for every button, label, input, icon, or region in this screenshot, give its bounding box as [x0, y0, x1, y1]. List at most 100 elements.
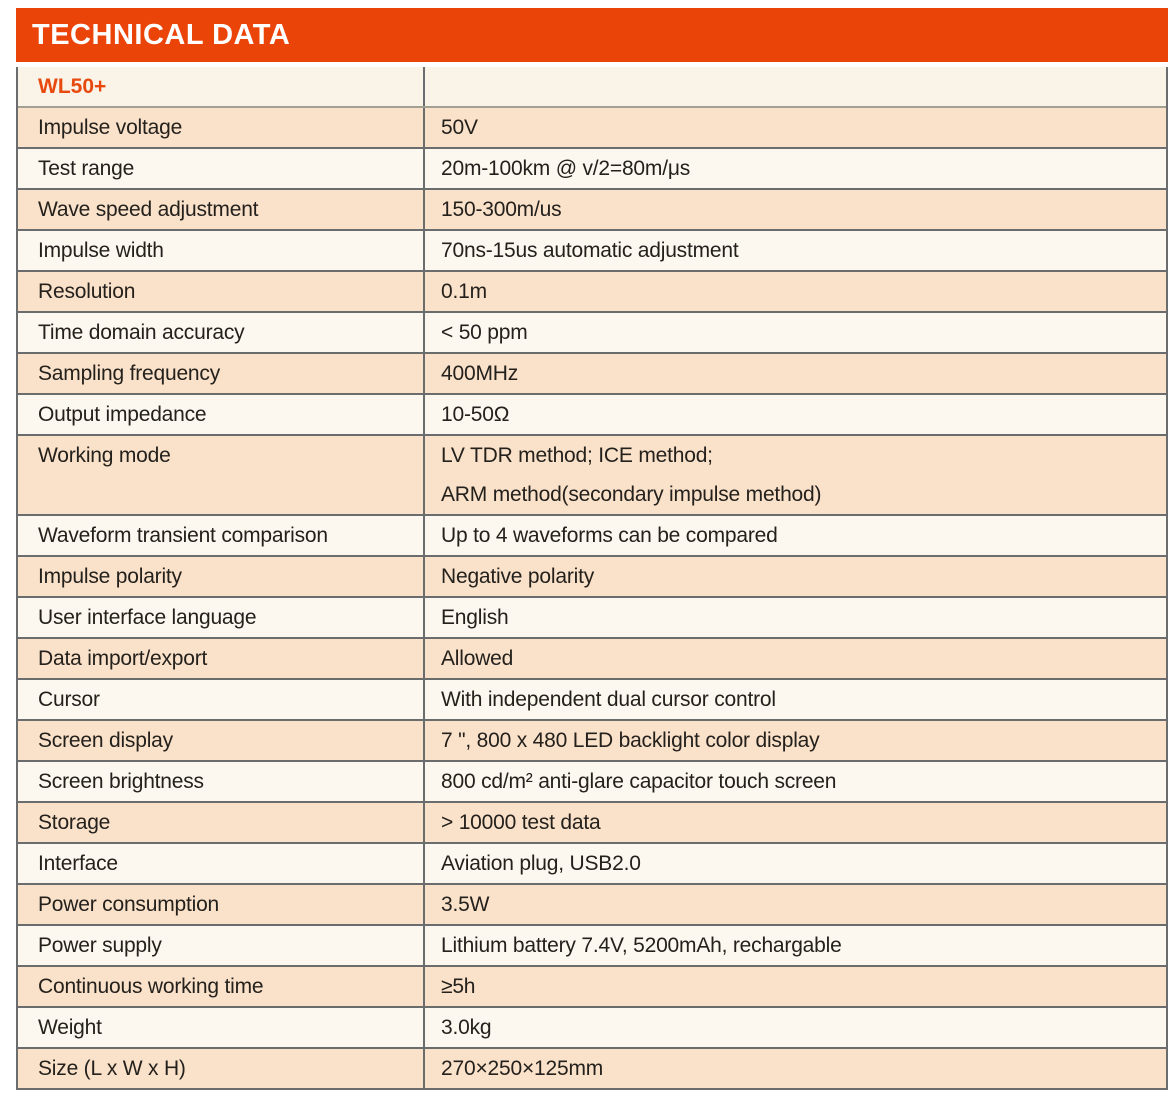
table-row: Resolution 0.1m — [18, 272, 1166, 313]
spec-label-cell: Resolution — [18, 272, 425, 311]
spec-label-cell: Size (L x W x H) — [18, 1049, 425, 1088]
page-title: TECHNICAL DATA — [32, 18, 291, 51]
spec-value-cell: 7 ", 800 x 480 LED backlight color displ… — [425, 721, 1166, 760]
spec-label-cell: Power consumption — [18, 885, 425, 924]
model-name: WL50+ — [38, 75, 107, 98]
spec-value-cell: 3.0kg — [425, 1008, 1166, 1047]
table-row: Interface Aviation plug, USB2.0 — [18, 844, 1166, 885]
spec-value-cell: 150-300m/us — [425, 190, 1166, 229]
spec-label-cell: Storage — [18, 803, 425, 842]
spec-label: Screen display — [38, 729, 173, 752]
spec-label: Resolution — [38, 280, 136, 303]
spec-value: With independent dual cursor control — [441, 688, 776, 711]
spec-value: ARM method(secondary impulse method) — [441, 483, 822, 506]
section-header: TECHNICAL DATA — [16, 8, 1168, 62]
spec-label-cell: Output impedance — [18, 395, 425, 434]
spec-value: Up to 4 waveforms can be compared — [441, 524, 778, 547]
table-row: Weight 3.0kg — [18, 1008, 1166, 1049]
spec-value: 3.0kg — [441, 1016, 492, 1039]
spec-value: Aviation plug, USB2.0 — [441, 852, 641, 875]
spec-label-cell: Wave speed adjustment — [18, 190, 425, 229]
spec-label: Sampling frequency — [38, 362, 221, 385]
spec-label: Power consumption — [38, 893, 220, 916]
table-row: Storage > 10000 test data — [18, 803, 1166, 844]
table-row: Cursor With independent dual cursor cont… — [18, 680, 1166, 721]
spec-label: Weight — [38, 1016, 102, 1039]
table-row: Impulse width 70ns-15us automatic adjust… — [18, 231, 1166, 272]
spec-value: 20m-100km @ v/2=80m/μs — [441, 157, 691, 180]
spec-value: > 10000 test data — [441, 811, 601, 834]
spec-value: ≥5h — [441, 975, 476, 998]
table-row: Size (L x W x H) 270×250×125mm — [18, 1049, 1166, 1090]
spec-label-cell: User interface language — [18, 598, 425, 637]
spec-value-cell: < 50 ppm — [425, 313, 1166, 352]
spec-label: Power supply — [38, 934, 162, 957]
spec-label: Data import/export — [38, 647, 208, 670]
spec-value-cell: LV TDR method; ICE method; ARM method(sec… — [425, 436, 1166, 514]
spec-label-cell: Working mode — [18, 436, 425, 514]
spec-label-cell: Time domain accuracy — [18, 313, 425, 352]
spec-label: Output impedance — [38, 403, 207, 426]
table-row: Screen display 7 ", 800 x 480 LED backli… — [18, 721, 1166, 762]
table-row: Power supply Lithium battery 7.4V, 5200m… — [18, 926, 1166, 967]
model-row: WL50+ — [18, 67, 1166, 108]
table-row: Wave speed adjustment 150-300m/us — [18, 190, 1166, 231]
spec-value: 50V — [441, 116, 478, 139]
spec-value: 3.5W — [441, 893, 490, 916]
spec-label: Impulse voltage — [38, 116, 183, 139]
spec-label: Impulse width — [38, 239, 164, 262]
spec-label: Size (L x W x H) — [38, 1057, 186, 1080]
spec-label: Waveform transient comparison — [38, 524, 328, 547]
spec-value-cell: Aviation plug, USB2.0 — [425, 844, 1166, 883]
spec-value: 10-50Ω — [441, 403, 510, 426]
spec-value-cell: 3.5W — [425, 885, 1166, 924]
spec-value: 150-300m/us — [441, 198, 562, 221]
table-row: Power consumption 3.5W — [18, 885, 1166, 926]
spec-label: Continuous working time — [38, 975, 264, 998]
spec-value-cell: ≥5h — [425, 967, 1166, 1006]
spec-value: Lithium battery 7.4V, 5200mAh, rechargab… — [441, 934, 842, 957]
table-row: Sampling frequency 400MHz — [18, 354, 1166, 395]
spec-value-cell: 800 cd/m² anti-glare capacitor touch scr… — [425, 762, 1166, 801]
spec-label: Working mode — [38, 444, 171, 467]
spec-value-cell: 20m-100km @ v/2=80m/μs — [425, 149, 1166, 188]
table-row: User interface language English — [18, 598, 1166, 639]
spec-value: 800 cd/m² anti-glare capacitor touch scr… — [441, 770, 837, 793]
table-row: Screen brightness 800 cd/m² anti-glare c… — [18, 762, 1166, 803]
spec-label-cell: Impulse width — [18, 231, 425, 270]
spec-value-cell: > 10000 test data — [425, 803, 1166, 842]
spec-value-cell: English — [425, 598, 1166, 637]
table-row: Test range 20m-100km @ v/2=80m/μs — [18, 149, 1166, 190]
spec-label: Impulse polarity — [38, 565, 182, 588]
spec-label-cell: Cursor — [18, 680, 425, 719]
table-row: Waveform transient comparison Up to 4 wa… — [18, 516, 1166, 557]
spec-value: LV TDR method; ICE method; — [441, 444, 713, 467]
spec-value-cell: Allowed — [425, 639, 1166, 678]
spec-value-cell: 70ns-15us automatic adjustment — [425, 231, 1166, 270]
model-label-cell: WL50+ — [18, 67, 425, 106]
spec-rows: Impulse voltage 50V Test range 20m-100km… — [18, 108, 1166, 1090]
table-row: Continuous working time ≥5h — [18, 967, 1166, 1008]
spec-label-cell: Interface — [18, 844, 425, 883]
spec-label: Interface — [38, 852, 118, 875]
spec-table: WL50+ Impulse voltage 50V Test range 20m… — [16, 67, 1168, 1090]
spec-label-cell: Continuous working time — [18, 967, 425, 1006]
spec-label: Cursor — [38, 688, 100, 711]
table-row: Impulse polarity Negative polarity — [18, 557, 1166, 598]
spec-label: User interface language — [38, 606, 257, 629]
spec-label: Test range — [38, 157, 135, 180]
spec-value-cell: 0.1m — [425, 272, 1166, 311]
spec-label-cell: Impulse voltage — [18, 108, 425, 147]
table-row: Output impedance 10-50Ω — [18, 395, 1166, 436]
spec-value: 70ns-15us automatic adjustment — [441, 239, 739, 262]
spec-label-cell: Weight — [18, 1008, 425, 1047]
spec-value-cell: With independent dual cursor control — [425, 680, 1166, 719]
spec-value-cell: Up to 4 waveforms can be compared — [425, 516, 1166, 555]
spec-value-cell: Lithium battery 7.4V, 5200mAh, rechargab… — [425, 926, 1166, 965]
spec-label-cell: Impulse polarity — [18, 557, 425, 596]
spec-label-cell: Test range — [18, 149, 425, 188]
spec-value: 0.1m — [441, 280, 487, 303]
table-row: Impulse voltage 50V — [18, 108, 1166, 149]
spec-label: Time domain accuracy — [38, 321, 245, 344]
